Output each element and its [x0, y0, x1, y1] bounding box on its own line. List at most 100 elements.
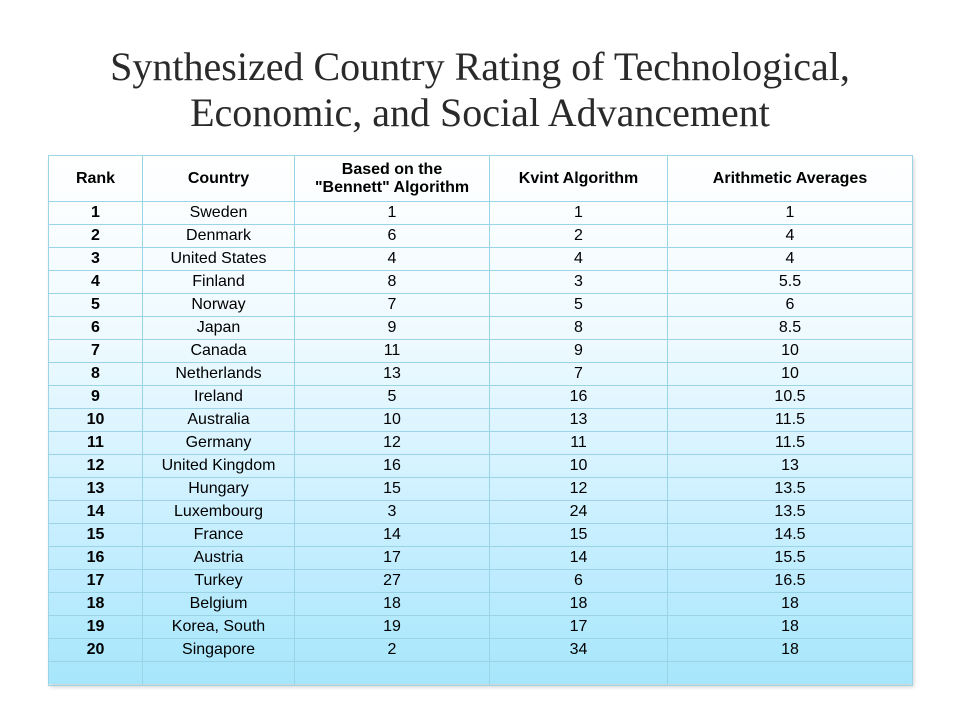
country-cell: Ireland	[142, 385, 295, 409]
kvint-cell: 17	[489, 615, 668, 639]
bennett-cell: 14	[294, 523, 490, 547]
table-row: 20 Singapore 2 34 18	[48, 638, 913, 662]
table-cell-empty	[142, 661, 295, 686]
rank-cell: 20	[48, 638, 143, 662]
arithmetic-cell: 10.5	[667, 385, 913, 409]
header-bennett: Based on the "Bennett" Algorithm	[294, 155, 490, 202]
bennett-cell: 3	[294, 500, 490, 524]
table-row: 7 Canada 11 9 10	[48, 339, 913, 363]
header-country: Country	[142, 155, 295, 202]
table-row: 9 Ireland 5 16 10.5	[48, 385, 913, 409]
bennett-cell: 1	[294, 201, 490, 225]
country-cell: United States	[142, 247, 295, 271]
arithmetic-cell: 18	[667, 592, 913, 616]
bennett-cell: 4	[294, 247, 490, 271]
table-row: 6 Japan 9 8 8.5	[48, 316, 913, 340]
slide-title: Synthesized Country Rating of Technologi…	[0, 44, 960, 136]
kvint-cell: 4	[489, 247, 668, 271]
kvint-cell: 16	[489, 385, 668, 409]
kvint-cell: 6	[489, 569, 668, 593]
country-cell: Netherlands	[142, 362, 295, 386]
kvint-cell: 3	[489, 270, 668, 294]
arithmetic-cell: 16.5	[667, 569, 913, 593]
bennett-cell: 11	[294, 339, 490, 363]
header-bennett-line-1: Based on the	[341, 160, 443, 178]
header-rank: Rank	[48, 155, 143, 202]
kvint-cell: 34	[489, 638, 668, 662]
bennett-cell: 2	[294, 638, 490, 662]
kvint-cell: 11	[489, 431, 668, 455]
bennett-cell: 17	[294, 546, 490, 570]
country-cell: Norway	[142, 293, 295, 317]
bennett-cell: 9	[294, 316, 490, 340]
country-cell: Denmark	[142, 224, 295, 248]
rank-cell: 11	[48, 431, 143, 455]
country-cell: Australia	[142, 408, 295, 432]
kvint-cell: 2	[489, 224, 668, 248]
bennett-cell: 7	[294, 293, 490, 317]
table-row: 17 Turkey 27 6 16.5	[48, 569, 913, 593]
header-arithmetic: Arithmetic Averages	[667, 155, 913, 202]
table-row: 4 Finland 8 3 5.5	[48, 270, 913, 294]
kvint-cell: 5	[489, 293, 668, 317]
table-cell-empty	[294, 661, 490, 686]
table-body: 1 Sweden 1 1 1 2 Denmark 6 2 4 3 United States 4 4 4 4 F…	[48, 201, 913, 686]
ranking-table: Rank Country Based on the "Bennett" Algo…	[48, 155, 913, 686]
bennett-cell: 19	[294, 615, 490, 639]
table-row: 15 France 14 15 14.5	[48, 523, 913, 547]
bennett-cell: 10	[294, 408, 490, 432]
kvint-cell: 14	[489, 546, 668, 570]
arithmetic-cell: 13.5	[667, 477, 913, 501]
table-row: 12 United Kingdom 16 10 13	[48, 454, 913, 478]
country-cell: Germany	[142, 431, 295, 455]
bennett-cell: 13	[294, 362, 490, 386]
rank-cell: 4	[48, 270, 143, 294]
kvint-cell: 15	[489, 523, 668, 547]
rank-cell: 17	[48, 569, 143, 593]
table-row: 1 Sweden 1 1 1	[48, 201, 913, 225]
table-row: 18 Belgium 18 18 18	[48, 592, 913, 616]
rank-cell: 1	[48, 201, 143, 225]
header-bennett-line-2: "Bennett" Algorithm	[314, 178, 470, 196]
bennett-cell: 15	[294, 477, 490, 501]
rank-cell: 8	[48, 362, 143, 386]
rank-cell: 18	[48, 592, 143, 616]
slide-title-line-2: Economic, and Social Advancement	[190, 90, 770, 135]
rank-cell: 10	[48, 408, 143, 432]
slide-title-line-1: Synthesized Country Rating of Technologi…	[110, 44, 850, 89]
bennett-cell: 16	[294, 454, 490, 478]
rank-cell: 19	[48, 615, 143, 639]
table-row: 5 Norway 7 5 6	[48, 293, 913, 317]
arithmetic-cell: 5.5	[667, 270, 913, 294]
bennett-cell: 5	[294, 385, 490, 409]
rank-cell: 15	[48, 523, 143, 547]
arithmetic-cell: 10	[667, 339, 913, 363]
arithmetic-cell: 6	[667, 293, 913, 317]
country-cell: United Kingdom	[142, 454, 295, 478]
arithmetic-cell: 4	[667, 247, 913, 271]
bennett-cell: 8	[294, 270, 490, 294]
country-cell: Austria	[142, 546, 295, 570]
country-cell: Japan	[142, 316, 295, 340]
bennett-cell: 27	[294, 569, 490, 593]
table-cell-empty	[489, 661, 668, 686]
rank-cell: 13	[48, 477, 143, 501]
kvint-cell: 24	[489, 500, 668, 524]
kvint-cell: 8	[489, 316, 668, 340]
table-header-row: Rank Country Based on the "Bennett" Algo…	[48, 155, 913, 202]
kvint-cell: 13	[489, 408, 668, 432]
country-cell: Sweden	[142, 201, 295, 225]
rank-cell: 9	[48, 385, 143, 409]
country-cell: Turkey	[142, 569, 295, 593]
arithmetic-cell: 11.5	[667, 408, 913, 432]
arithmetic-cell: 18	[667, 615, 913, 639]
kvint-cell: 9	[489, 339, 668, 363]
table-row: 11 Germany 12 11 11.5	[48, 431, 913, 455]
rank-cell: 2	[48, 224, 143, 248]
ranking-table-container: Rank Country Based on the "Bennett" Algo…	[48, 155, 913, 686]
table-cell-empty	[48, 661, 143, 686]
kvint-cell: 7	[489, 362, 668, 386]
rank-cell: 6	[48, 316, 143, 340]
table-row: 16 Austria 17 14 15.5	[48, 546, 913, 570]
